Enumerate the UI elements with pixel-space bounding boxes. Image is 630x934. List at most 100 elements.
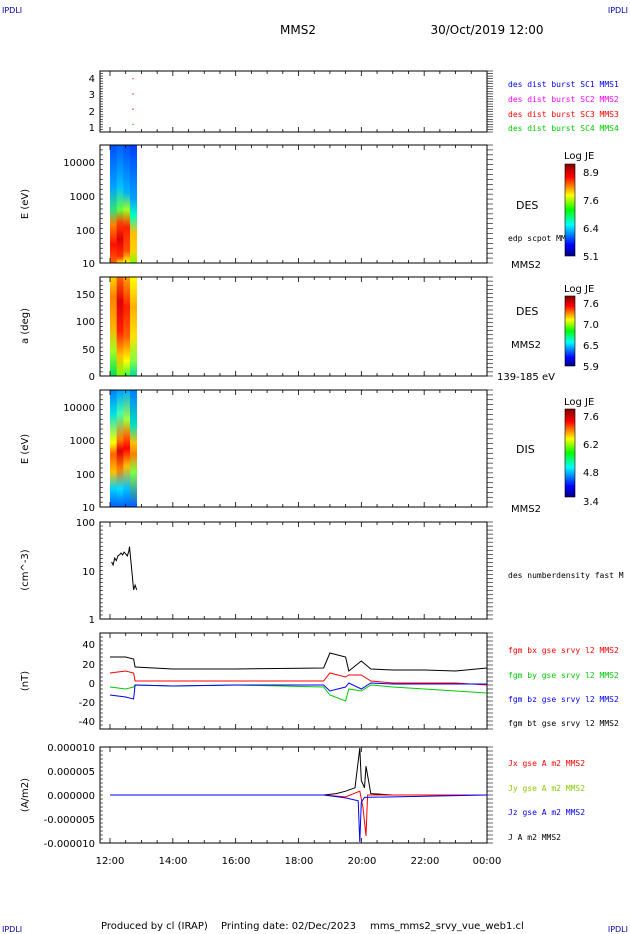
legend-burst-mms4: des dist burst SC4 MMS4 <box>508 124 619 133</box>
des-pitch-column <box>123 277 131 376</box>
panel-des-energy-frame <box>99 144 488 264</box>
axis-ticks <box>100 70 493 844</box>
burst-point <box>132 108 134 110</box>
des-pitch-colorbar-tick: 6.5 <box>583 341 599 352</box>
panel-dis-energy: E (eV) 10 100 1000 10000 DIS MMS2 Log JE… <box>20 389 599 515</box>
des-energy-ytick-label: 10000 <box>63 158 95 169</box>
corner-label-top-right: IPDLI <box>608 6 628 15</box>
time-tick-label: 16:00 <box>222 856 251 867</box>
density-ylabel: (cm^-3) <box>20 549 31 590</box>
des-energy-ytick-label: 100 <box>76 226 95 237</box>
burst-point <box>132 93 134 95</box>
des-energy-column <box>110 145 117 263</box>
des-energy-colorbar-title: Log JE <box>564 151 594 162</box>
panel-des-pitch-frame <box>99 276 488 377</box>
burst-ytick-label: 1 <box>89 123 95 134</box>
time-tick-label: 00:00 <box>473 856 502 867</box>
panel-fgm: (nT) -40 -20 0 20 40 fgm bx gse srvy l2 … <box>20 632 619 730</box>
burst-ytick-label: 4 <box>89 74 95 85</box>
des-pitch-ytick-label: 0 <box>89 372 95 383</box>
legend-burst-mms3: des dist burst SC3 MMS3 <box>508 110 619 119</box>
burst-point <box>132 123 134 126</box>
fgm-ylabel: (nT) <box>20 671 31 691</box>
fgm-line <box>109 670 488 686</box>
dis-energy-ylabel: E (eV) <box>20 434 31 464</box>
current-line <box>110 747 487 796</box>
des-energy-colorbar-tick: 7.6 <box>583 196 599 207</box>
density-ytick-label: 100 <box>76 518 95 529</box>
des-energy-ytick-label: 1000 <box>70 192 95 203</box>
panel-burst-frame <box>99 70 488 133</box>
des-pitch-right-label: 139-185 eV <box>497 372 555 383</box>
dis-energy-ytick-label: 10 <box>82 503 95 514</box>
header-spacecraft: MMS2 <box>280 23 316 37</box>
legend-current-j: J A m2 MMS2 <box>508 833 561 842</box>
dis-energy-colorbar-tick: 6.2 <box>583 440 599 451</box>
des-pitch-right-label: DES <box>516 305 538 318</box>
current-ytick-label: -0.000005 <box>44 815 95 826</box>
panel-des-energy: E (eV) 10 100 1000 10000 DES edp scpot M… <box>20 144 599 271</box>
burst-ytick-label: 2 <box>89 107 95 118</box>
panel-dis-energy-frame <box>99 389 488 508</box>
des-pitch-colorbar <box>564 295 576 367</box>
des-pitch-ytick-label: 150 <box>76 290 95 301</box>
density-line <box>111 546 138 590</box>
current-line <box>110 794 488 843</box>
legend-density: des numberdensity fast M <box>508 571 624 580</box>
dis-energy-colorbar-tick: 4.8 <box>583 468 599 479</box>
legend-fgm-bt: fgm bt gse srvy l2 MMS2 <box>508 719 619 728</box>
current-ytick-label: -0.000010 <box>44 839 95 850</box>
des-pitch-ytick-label: 100 <box>76 317 95 328</box>
dis-energy-colorbar <box>564 408 576 498</box>
fgm-line <box>109 682 487 700</box>
des-pitch-ylabel: a (deg) <box>20 308 31 344</box>
des-pitch-colorbar-tick: 7.6 <box>583 299 599 310</box>
des-energy-right-label: DES <box>516 199 538 212</box>
legend-burst-mms2: des dist burst SC2 MMS2 <box>508 95 619 104</box>
dis-energy-ytick-label: 100 <box>76 470 95 481</box>
panel-current: (A/m2) -0.000010 -0.000005 0.000000 0.00… <box>20 743 585 850</box>
dis-energy-spectrogram <box>110 390 138 507</box>
legend-fgm-bx: fgm bx gse srvy l2 MMS2 <box>508 646 619 655</box>
des-energy-column <box>123 145 131 263</box>
burst-points <box>132 78 134 126</box>
time-axis: 12:00 14:00 16:00 18:00 20:00 22:00 00:0… <box>96 856 502 867</box>
legend-current-jz: Jz gse A m2 MMS2 <box>508 808 585 817</box>
des-energy-right-label: MMS2 <box>511 260 541 271</box>
panel-density-frame <box>99 521 488 620</box>
des-energy-spectrogram <box>110 145 138 263</box>
fgm-line <box>109 684 488 702</box>
dis-energy-colorbar-tick: 3.4 <box>583 497 599 508</box>
des-pitch-right-label: MMS2 <box>511 340 541 351</box>
des-energy-colorbar-tick: 6.4 <box>583 224 599 235</box>
corner-label-top-left: IPDLI <box>2 6 22 15</box>
fgm-ytick-label: 20 <box>82 660 95 671</box>
des-pitch-column <box>116 277 124 376</box>
des-energy-right-label: edp scpot MMS2 <box>508 234 576 243</box>
current-ylabel: (A/m2) <box>20 778 31 812</box>
dis-energy-right-label: DIS <box>516 443 535 456</box>
des-pitch-colorbar-title: Log JE <box>564 284 594 295</box>
density-ytick-label: 1 <box>89 615 95 626</box>
des-pitch-column <box>130 277 138 376</box>
current-line <box>110 790 487 836</box>
footer-produced-by: Produced by cl (IRAP) <box>101 921 208 932</box>
fgm-ytick-label: 40 <box>82 640 95 651</box>
time-tick-label: 20:00 <box>348 856 377 867</box>
burst-point <box>132 78 134 80</box>
des-pitch-column <box>110 277 117 376</box>
corner-label-bottom-right: IPDLI <box>608 925 628 934</box>
fgm-line <box>110 652 488 672</box>
des-energy-ylabel: E (eV) <box>20 189 31 219</box>
legend-fgm-bz: fgm bz gse srvy l2 MMS2 <box>508 695 619 704</box>
dis-energy-ytick-label: 10000 <box>63 403 95 414</box>
dis-energy-colorbar-title: Log JE <box>564 397 594 408</box>
panel-density: (cm^-3) 1 10 100 des numberdensity fast … <box>20 518 624 626</box>
dis-energy-column <box>110 390 117 507</box>
time-tick-label: 22:00 <box>411 856 440 867</box>
dis-energy-colorbar-tick: 7.6 <box>583 412 599 423</box>
current-series <box>110 747 488 843</box>
fgm-series <box>109 652 488 702</box>
legend-current-jy: Jy gse A m2 MMS2 <box>508 784 585 793</box>
fgm-ytick-label: -20 <box>79 698 95 709</box>
